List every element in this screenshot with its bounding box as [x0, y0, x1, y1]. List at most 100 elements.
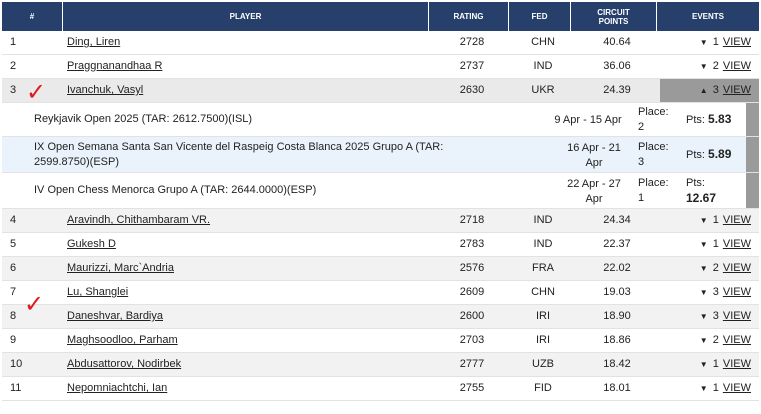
view-link[interactable]: VIEW: [722, 84, 751, 96]
events-toggle[interactable]: ▼ 2 VIEW: [699, 329, 751, 352]
rating: 2630: [459, 84, 485, 96]
view-link[interactable]: VIEW: [722, 214, 751, 226]
events-count: 1: [712, 36, 719, 48]
rating: 2777: [459, 358, 485, 370]
event-name-cont: 2599.8750)(ESP): [34, 156, 119, 168]
events-toggle[interactable]: ▼ 3 VIEW: [699, 281, 751, 304]
events-count: 1: [712, 382, 719, 394]
event-name: IX Open Semana Santa San Vicente del Ras…: [34, 141, 444, 153]
chevron-down-icon: ▼: [699, 288, 708, 297]
table-row: 9 Maghsoodloo, Parham 2703 IRI 18.86 ▼ 2 V…: [2, 329, 759, 353]
circuit-points: 24.39: [603, 84, 631, 96]
events-toggle[interactable]: ▼ 1 VIEW: [699, 209, 751, 232]
rating: 2728: [459, 36, 485, 48]
federation: IND: [533, 214, 553, 226]
player-link[interactable]: Aravindh, Chithambaram VR.: [67, 214, 211, 226]
view-link[interactable]: VIEW: [722, 60, 751, 72]
player-link[interactable]: Maghsoodloo, Parham: [67, 334, 178, 346]
events-toggle[interactable]: ▼ 1 VIEW: [699, 353, 751, 376]
events-cell: ▼ 1 VIEW: [660, 353, 759, 376]
federation: FRA: [532, 262, 554, 274]
events-toggle[interactable]: ▼ 1 VIEW: [699, 377, 751, 400]
events-cell: ▼ 1 VIEW: [660, 209, 759, 232]
circuit-points: 40.64: [603, 36, 631, 48]
event-dates: 16 Apr - 21: [567, 142, 621, 154]
events-toggle[interactable]: ▼ 1 VIEW: [699, 233, 751, 256]
player-link[interactable]: Daneshvar, Bardiya: [67, 310, 163, 322]
federation: IRI: [535, 334, 551, 346]
federation: FID: [534, 382, 552, 394]
events-cell: ▼ 3 VIEW: [660, 281, 759, 304]
view-link[interactable]: VIEW: [722, 238, 751, 250]
rating: 2576: [459, 262, 485, 274]
player-link[interactable]: Gukesh D: [67, 238, 116, 250]
events-count: 3: [712, 286, 719, 298]
events-cell: ▼ 1 VIEW: [660, 377, 759, 400]
view-link[interactable]: VIEW: [722, 310, 751, 322]
table-header: # PLAYER RATING FED CIRCUIT POINTS EVENT…: [2, 2, 759, 31]
event-detail-row: Reykjavik Open 2025 (TAR: 2612.7500)(ISL…: [2, 103, 759, 137]
rank: 5: [10, 238, 17, 250]
events-count: 3: [712, 310, 719, 322]
header-rank: #: [2, 2, 63, 31]
chevron-down-icon: ▼: [699, 240, 708, 249]
rating: 2783: [459, 238, 485, 250]
expanded-sidebar: [746, 103, 759, 136]
player-link[interactable]: Ding, Liren: [67, 36, 121, 48]
events-cell: ▼ 2 VIEW: [660, 329, 759, 352]
events-cell: ▼ 1 VIEW: [660, 31, 759, 54]
federation: IND: [533, 60, 553, 72]
player-link[interactable]: Ivanchuk, Vasyl: [67, 84, 144, 96]
event-place-label: Place:: [638, 141, 669, 153]
view-link[interactable]: VIEW: [722, 382, 751, 394]
event-detail-row: IX Open Semana Santa San Vicente del Ras…: [2, 137, 759, 173]
rank: 6: [10, 262, 17, 274]
view-link[interactable]: VIEW: [722, 286, 751, 298]
view-link[interactable]: VIEW: [722, 36, 751, 48]
events-toggle[interactable]: ▼ 2 VIEW: [699, 55, 751, 78]
events-cell: ▼ 3 VIEW: [660, 305, 759, 328]
player-link[interactable]: Praggnanandhaa R: [67, 60, 163, 72]
event-place: 3: [638, 156, 645, 168]
view-link[interactable]: VIEW: [722, 358, 751, 370]
event-pts-label: Pts:: [686, 149, 705, 161]
circuit-points: 18.90: [603, 310, 631, 322]
events-toggle[interactable]: ▼ 1 VIEW: [699, 31, 751, 54]
events-toggle[interactable]: ▼ 3 VIEW: [699, 305, 751, 328]
circuit-points: 22.02: [603, 262, 631, 274]
player-link[interactable]: Lu, Shanglei: [67, 286, 129, 298]
rank: 8: [10, 310, 17, 322]
events-toggle[interactable]: ▼ 2 VIEW: [699, 257, 751, 280]
chevron-down-icon: ▼: [699, 264, 708, 273]
events-cell: ▲ 3 VIEW: [660, 79, 759, 102]
view-link[interactable]: VIEW: [722, 334, 751, 346]
circuit-points: 18.42: [603, 358, 631, 370]
header-rating: RATING: [429, 2, 509, 31]
player-link[interactable]: Nepomniachtchi, Ian: [67, 382, 168, 394]
rank: 1: [10, 36, 17, 48]
view-link[interactable]: VIEW: [722, 262, 751, 274]
events-count: 1: [712, 358, 719, 370]
events-count: 3: [712, 84, 719, 96]
header-player: PLAYER: [63, 2, 429, 31]
table-row: 6 Maurizzi, Marc`Andria 2576 FRA 22.02 ▼…: [2, 257, 759, 281]
header-circuit-points: CIRCUIT POINTS: [571, 2, 657, 31]
rating: 2609: [459, 286, 485, 298]
event-place: 1: [638, 192, 645, 204]
rank: 11: [10, 382, 22, 394]
events-cell: ▼ 2 VIEW: [660, 257, 759, 280]
table-row: 10 Abdusattorov, Nodirbek 2777 UZB 18.42…: [2, 353, 759, 377]
events-toggle[interactable]: ▲ 3 VIEW: [699, 79, 751, 102]
event-name: IV Open Chess Menorca Grupo A (TAR: 2644…: [34, 184, 317, 196]
player-link[interactable]: Maurizzi, Marc`Andria: [67, 262, 174, 274]
circuit-points: 22.37: [603, 238, 631, 250]
events-count: 1: [712, 238, 719, 250]
event-dates: 22 Apr - 27: [567, 178, 621, 190]
player-link[interactable]: Abdusattorov, Nodirbek: [67, 358, 182, 370]
rating: 2755: [459, 382, 485, 394]
circuit-points: 36.06: [603, 60, 631, 72]
event-pts: 5.89: [708, 147, 732, 161]
event-pts-label: Pts:: [686, 177, 705, 189]
event-dates: 9 Apr - 15 Apr: [554, 114, 622, 126]
events-count: 2: [712, 334, 719, 346]
